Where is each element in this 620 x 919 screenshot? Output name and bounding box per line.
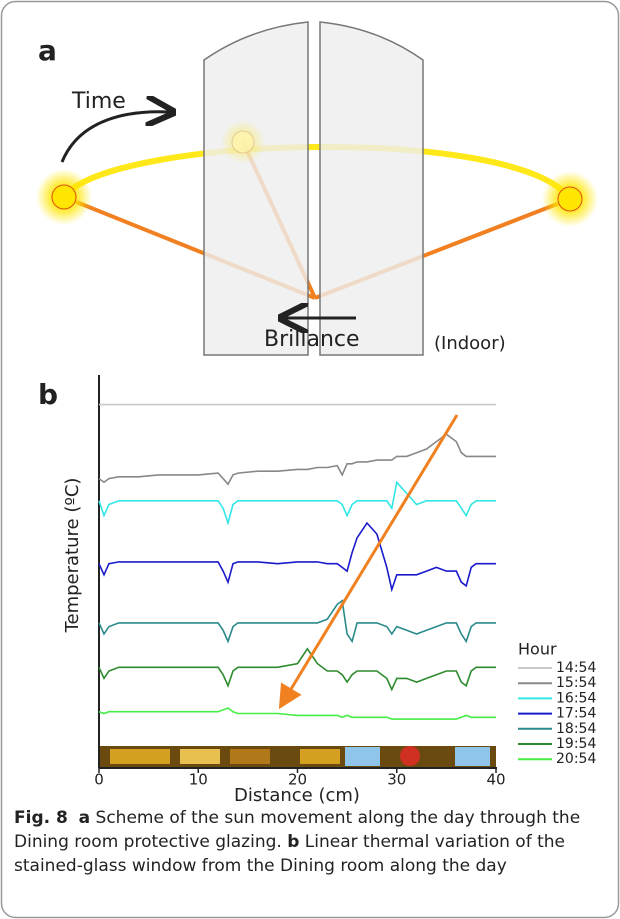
x-tick-label: 0 xyxy=(94,771,104,789)
series-line xyxy=(98,707,496,720)
legend-label: 18:54 xyxy=(556,721,596,737)
x-axis-label: Distance (cm) xyxy=(234,785,360,806)
caption-fig: Fig. 8 xyxy=(14,808,68,828)
sun xyxy=(231,130,255,154)
sun xyxy=(51,184,77,210)
panel-label: a xyxy=(38,34,57,67)
series-line xyxy=(98,647,496,692)
series-line xyxy=(98,480,496,526)
indoor-label: (Indoor) xyxy=(434,333,506,354)
caption-text: Scheme of the sun movement along the day… xyxy=(14,808,581,852)
legend-label: 17:54 xyxy=(556,706,596,722)
sun xyxy=(557,186,583,212)
time-label: Time xyxy=(71,89,126,114)
time-arrow xyxy=(60,112,170,163)
legend-label: 15:54 xyxy=(556,675,596,691)
x-tick-label: 30 xyxy=(387,771,406,789)
x-tick-label: 40 xyxy=(486,771,505,789)
legend-title: Hour xyxy=(518,640,557,659)
trend-arrow xyxy=(278,414,459,710)
glass-pane xyxy=(319,21,424,356)
panel-label: b xyxy=(38,378,58,411)
glass-pane xyxy=(203,21,309,356)
x-tick-label: 10 xyxy=(189,771,208,789)
legend-label: 19:54 xyxy=(556,736,596,752)
caption-b: b xyxy=(287,832,300,852)
sun-path xyxy=(61,143,573,201)
series-line xyxy=(98,599,496,644)
series-line xyxy=(98,433,496,486)
legend-label: 16:54 xyxy=(556,690,596,706)
x-tick-label: 20 xyxy=(288,771,307,789)
stained-glass-strip xyxy=(99,746,496,767)
caption-a: a xyxy=(78,808,91,828)
caption: Fig. 8 a Scheme of the sun movement alon… xyxy=(14,806,606,878)
caption-text: Linear thermal variation of the stained-… xyxy=(14,832,565,876)
y-axis-label: Temperature (ºC) xyxy=(62,478,83,634)
series-line xyxy=(98,521,496,593)
legend-label: 20:54 xyxy=(556,751,596,767)
brillance-label: Brillance xyxy=(264,327,360,352)
legend-label: 14:54 xyxy=(556,660,596,676)
